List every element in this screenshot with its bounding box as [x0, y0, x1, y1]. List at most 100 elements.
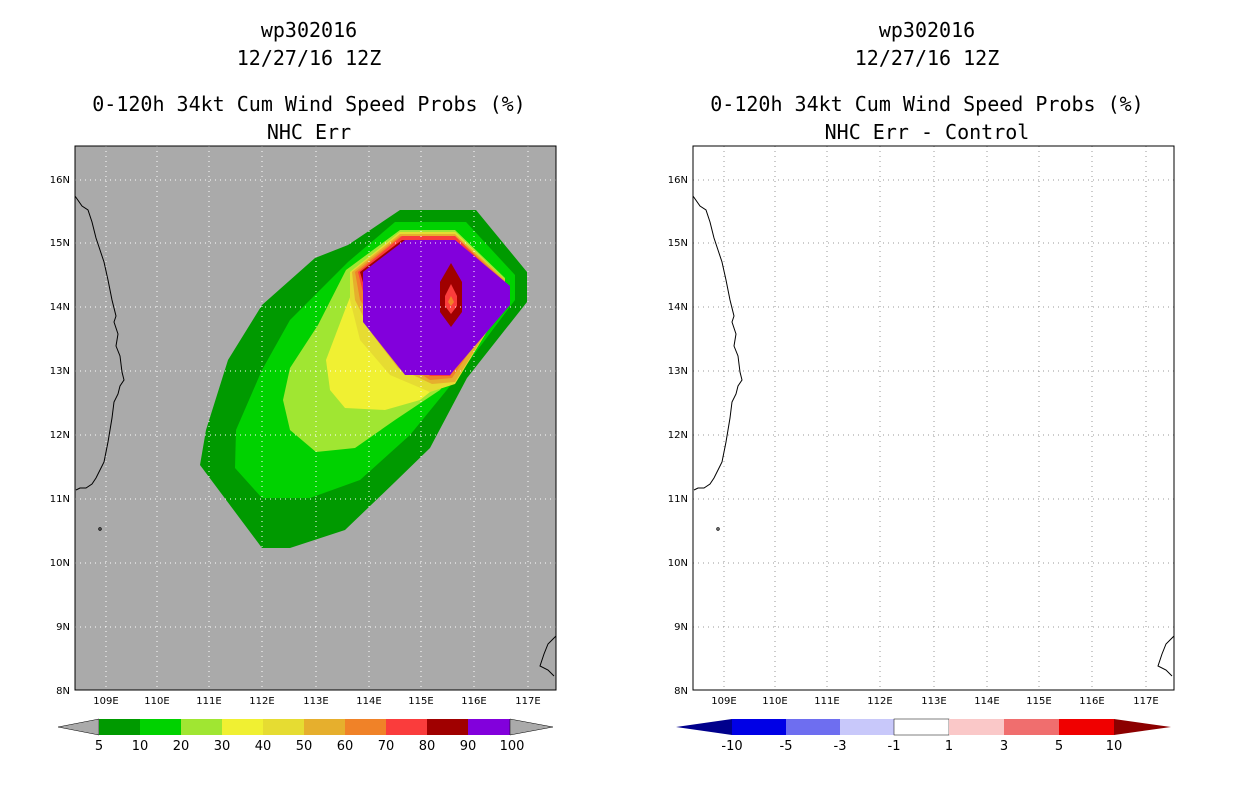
lat-label: 15N — [50, 238, 70, 249]
colorbar-label: 5 — [1055, 739, 1063, 754]
lon-label: 113E — [303, 696, 328, 707]
colorbar-box — [1004, 719, 1059, 735]
contour-90 — [363, 240, 510, 375]
colorbar-box — [732, 719, 786, 735]
colorbar-label: 100 — [500, 739, 525, 754]
lat-label: 9N — [674, 622, 688, 633]
subtitle: NHC Err — [266, 120, 352, 144]
colorbar-label: 10 — [132, 739, 149, 754]
colorbar-label: 60 — [337, 739, 354, 754]
lat-label: 12N — [668, 430, 688, 441]
lat-label: 11N — [668, 494, 688, 505]
map-background — [693, 146, 1174, 690]
lat-label: 8N — [56, 686, 70, 697]
colorbar-box — [468, 719, 510, 735]
colorbar-box — [140, 719, 181, 735]
colorbar-label: 10 — [1106, 739, 1123, 754]
colorbar-box — [263, 719, 304, 735]
lon-label: 111E — [814, 696, 839, 707]
lat-label: 12N — [50, 430, 70, 441]
storm-id-title: wp302016 — [260, 18, 358, 42]
lat-label: 14N — [50, 302, 70, 313]
colorbar-label: 1 — [945, 739, 953, 754]
colorbar-box — [304, 719, 345, 735]
colorbar-under-arrow — [57, 718, 100, 736]
colorbar-label: 80 — [419, 739, 436, 754]
difference-map: 16N 15N 14N 13N 12N 11N 10N 9N 8N 109E 1… — [668, 145, 1175, 754]
colorbar: 5 10 20 30 40 50 60 70 80 90 100 — [57, 718, 554, 754]
right-panel: wp302016 12/27/16 12Z 0-120h 34kt Cum Wi… — [618, 0, 1236, 800]
colorbar-box — [893, 718, 950, 736]
colorbar-box — [1059, 719, 1114, 735]
longitude-labels: 109E 110E 111E 112E 113E 114E 115E 116E … — [93, 696, 540, 707]
colorbar-label: -1 — [888, 739, 901, 754]
colorbar: -10 -5 -3 -1 1 3 5 10 — [676, 718, 1171, 754]
colorbar-box — [386, 719, 427, 735]
colorbar-under-arrow — [676, 719, 732, 735]
lon-label: 112E — [249, 696, 274, 707]
probability-map: 16N 15N 14N 13N 12N 11N 10N 9N 8N 109E 1… — [50, 145, 557, 754]
colorbar-label: -3 — [834, 739, 847, 754]
coastline — [74, 195, 557, 677]
colorbar-label: 40 — [255, 739, 272, 754]
colorbar-label: 30 — [214, 739, 231, 754]
colorbar-box — [222, 719, 263, 735]
colorbar-over-arrow — [1114, 719, 1171, 735]
coastline — [692, 195, 1175, 677]
contour-inner-60 — [448, 296, 454, 306]
lon-label: 114E — [356, 696, 381, 707]
lon-label: 110E — [144, 696, 169, 707]
lon-label: 112E — [867, 696, 892, 707]
colorbar-over-arrow — [509, 718, 554, 736]
map-frame — [74, 145, 557, 691]
colorbar-label: -5 — [780, 739, 793, 754]
lon-label: 113E — [921, 696, 946, 707]
datetime-title: 12/27/16 12Z — [854, 46, 1000, 70]
map-frame — [692, 145, 1175, 691]
lat-label: 8N — [674, 686, 688, 697]
lat-label: 10N — [50, 558, 70, 569]
colorbar-label: 70 — [378, 739, 395, 754]
colorbar-box — [949, 719, 1004, 735]
latitude-labels: 16N 15N 14N 13N 12N 11N 10N 9N 8N — [50, 175, 70, 697]
lat-label: 9N — [56, 622, 70, 633]
colorbar-box — [181, 719, 222, 735]
lat-label: 13N — [668, 366, 688, 377]
colorbar-label: 20 — [173, 739, 190, 754]
gridlines — [75, 146, 556, 690]
lon-label: 117E — [1133, 696, 1158, 707]
lat-label: 10N — [668, 558, 688, 569]
lon-label: 114E — [974, 696, 999, 707]
lat-label: 13N — [50, 366, 70, 377]
colorbar-label: 50 — [296, 739, 313, 754]
colorbar-box — [99, 719, 140, 735]
product-title: 0-120h 34kt Cum Wind Speed Probs (%) — [710, 92, 1144, 116]
subtitle: NHC Err - Control — [824, 120, 1030, 144]
lon-label: 109E — [93, 696, 118, 707]
lon-label: 111E — [196, 696, 221, 707]
colorbar-box — [427, 719, 468, 735]
colorbar-label: 3 — [1000, 739, 1008, 754]
latitude-labels: 16N 15N 14N 13N 12N 11N 10N 9N 8N — [668, 175, 688, 697]
probability-contours — [200, 210, 527, 548]
lon-label: 116E — [461, 696, 486, 707]
colorbar-box — [786, 719, 840, 735]
lon-label: 109E — [711, 696, 736, 707]
lon-label: 110E — [762, 696, 787, 707]
lon-label: 116E — [1079, 696, 1104, 707]
lat-label: 16N — [668, 175, 688, 186]
colorbar-box — [840, 719, 894, 735]
gridlines — [693, 146, 1174, 690]
colorbar-label: 5 — [95, 739, 103, 754]
left-panel: wp302016 12/27/16 12Z 0-120h 34kt Cum Wi… — [50, 18, 557, 754]
lat-label: 16N — [50, 175, 70, 186]
lat-label: 14N — [668, 302, 688, 313]
lat-label: 11N — [50, 494, 70, 505]
colorbar-label: -10 — [721, 739, 742, 754]
lon-label: 115E — [1026, 696, 1051, 707]
product-title: 0-120h 34kt Cum Wind Speed Probs (%) — [92, 92, 526, 116]
lon-label: 115E — [408, 696, 433, 707]
datetime-title: 12/27/16 12Z — [236, 46, 382, 70]
colorbar-label: 90 — [460, 739, 477, 754]
lat-label: 15N — [668, 238, 688, 249]
